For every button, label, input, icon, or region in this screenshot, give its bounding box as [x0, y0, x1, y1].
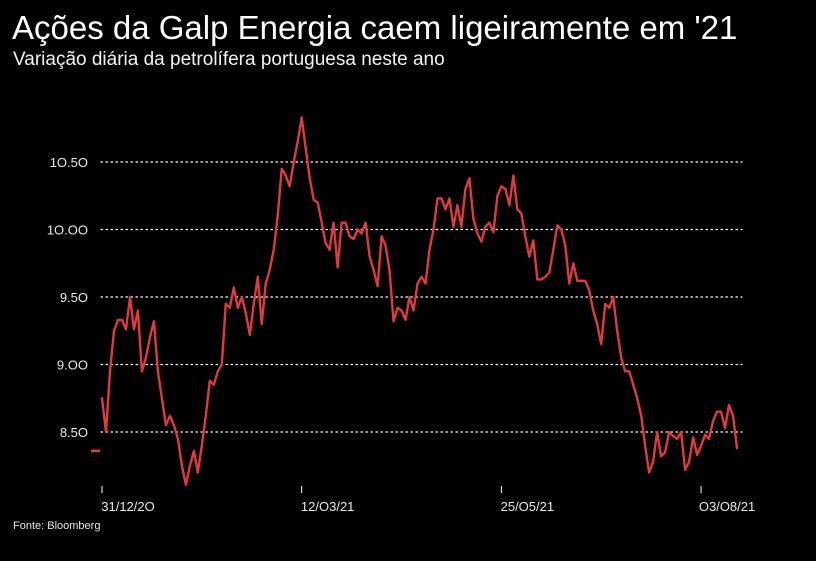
- chart-subtitle: Variação diária da petrolífera portugues…: [13, 49, 445, 70]
- series-line: [100, 116, 739, 486]
- x-tick-label: O3/O8/21: [699, 499, 755, 514]
- chart-title: Ações da Galp Energia caem ligeiramente …: [12, 9, 738, 46]
- y-tick-label: 9.5O: [60, 290, 88, 305]
- y-tick-label: 1O.5O: [50, 155, 88, 170]
- x-tick-label: 12/O3/21: [301, 499, 355, 514]
- gridlines: [100, 161, 743, 433]
- x-tick-label: 25/O5/21: [501, 499, 555, 514]
- x-axis-tick-marks: [101, 486, 702, 493]
- y-axis-tick-labels: 8.5O 9.OO 9.5O 1O.OO 1O.5O: [47, 155, 88, 440]
- y-tick-label: 9.OO: [57, 358, 88, 373]
- y-tick-label: 1O.OO: [47, 223, 88, 238]
- series-layer: [91, 116, 739, 486]
- x-tick-label: 31/12/2O: [101, 499, 155, 514]
- source-note: Fonte: Bloomberg: [13, 520, 101, 532]
- x-axis-tick-labels: 31/12/2O 12/O3/21 25/O5/21 O3/O8/21: [101, 499, 755, 514]
- y-tick-label: 8.5O: [60, 425, 88, 440]
